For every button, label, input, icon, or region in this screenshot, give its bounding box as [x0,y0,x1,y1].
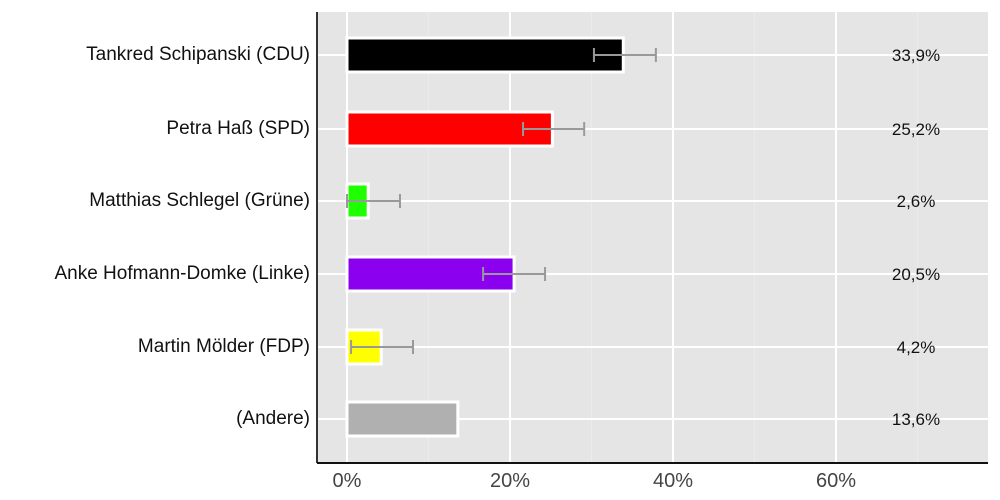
x-tick-label: 40% [652,470,694,492]
category-label: Anke Hofmann-Domke (Linke) [54,263,310,284]
category-label: Petra Haß (SPD) [166,118,310,139]
category-label: Tankred Schipanski (CDU) [86,44,310,65]
value-label: 20,5% [891,265,941,284]
bar [345,110,554,148]
value-label: 13,6% [891,410,941,429]
category-label: (Andere) [236,408,310,429]
value-label: 25,2% [891,120,941,139]
plot-panel [317,12,988,463]
value-label: 4,2% [896,338,936,357]
x-tick-label: 60% [815,470,857,492]
bar [345,400,460,438]
value-label: 2,6% [896,192,936,211]
bar [345,36,625,74]
value-label: 33,9% [891,46,941,65]
category-label: Matthias Schlegel (Grüne) [89,190,310,211]
x-tick-label: 0% [332,470,362,492]
category-label: Martin Mölder (FDP) [137,336,310,357]
x-tick-label: 20% [489,470,531,492]
